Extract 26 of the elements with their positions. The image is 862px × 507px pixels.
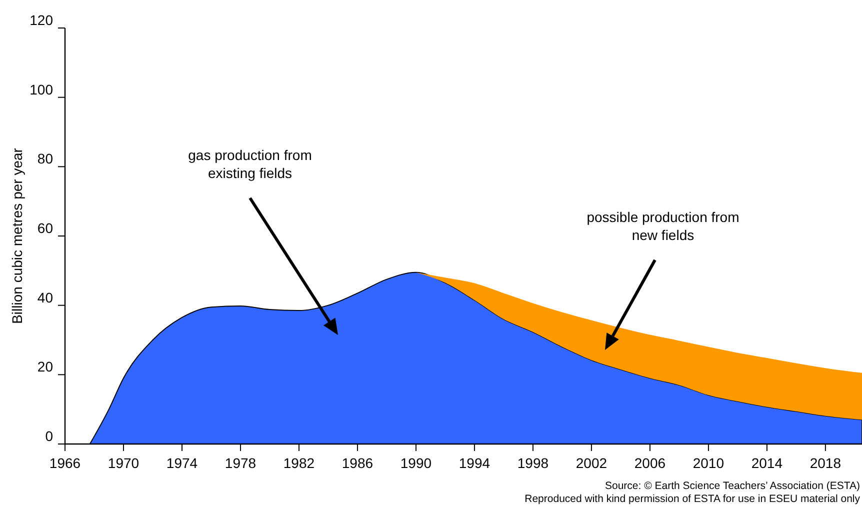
x-tick-label: 1994 bbox=[458, 455, 490, 471]
x-tick-label: 1990 bbox=[400, 455, 432, 471]
x-tick-label: 1998 bbox=[517, 455, 549, 471]
y-tick-label: 100 bbox=[30, 81, 54, 98]
source-note: Source: © Earth Science Teachers’ Association (ESTA) bbox=[605, 480, 860, 492]
x-tick-label: 1986 bbox=[342, 455, 374, 471]
x-tick-label: 1982 bbox=[283, 455, 315, 471]
annotation: gas production from existing fields bbox=[188, 147, 312, 181]
annotation: possible production from new fields bbox=[586, 209, 740, 243]
x-tick-label: 1978 bbox=[224, 455, 256, 471]
x-tick-label: 2002 bbox=[576, 455, 608, 471]
y-axis-title: Billion cubic metres per year bbox=[9, 148, 25, 324]
y-tick-label: 20 bbox=[37, 358, 54, 375]
y-tick-label: 120 bbox=[30, 12, 54, 28]
x-tick-label: 1966 bbox=[49, 455, 81, 471]
y-tick-label: 80 bbox=[37, 150, 54, 167]
x-tick-label: 1974 bbox=[166, 455, 198, 471]
x-tick-label: 2014 bbox=[751, 455, 783, 471]
y-tick-label: 60 bbox=[37, 220, 54, 236]
x-tick-label: 1970 bbox=[108, 455, 140, 471]
text: Reproduced with kind permission of ESTA for use in ESEU material only bbox=[524, 493, 861, 505]
x-tick-label: 2006 bbox=[634, 455, 666, 471]
x-tick-label: 2018 bbox=[810, 455, 842, 471]
y-tick-label: 0 bbox=[45, 428, 54, 444]
x-tick-label: 2010 bbox=[692, 455, 724, 471]
y-tick-label: 40 bbox=[37, 289, 54, 306]
